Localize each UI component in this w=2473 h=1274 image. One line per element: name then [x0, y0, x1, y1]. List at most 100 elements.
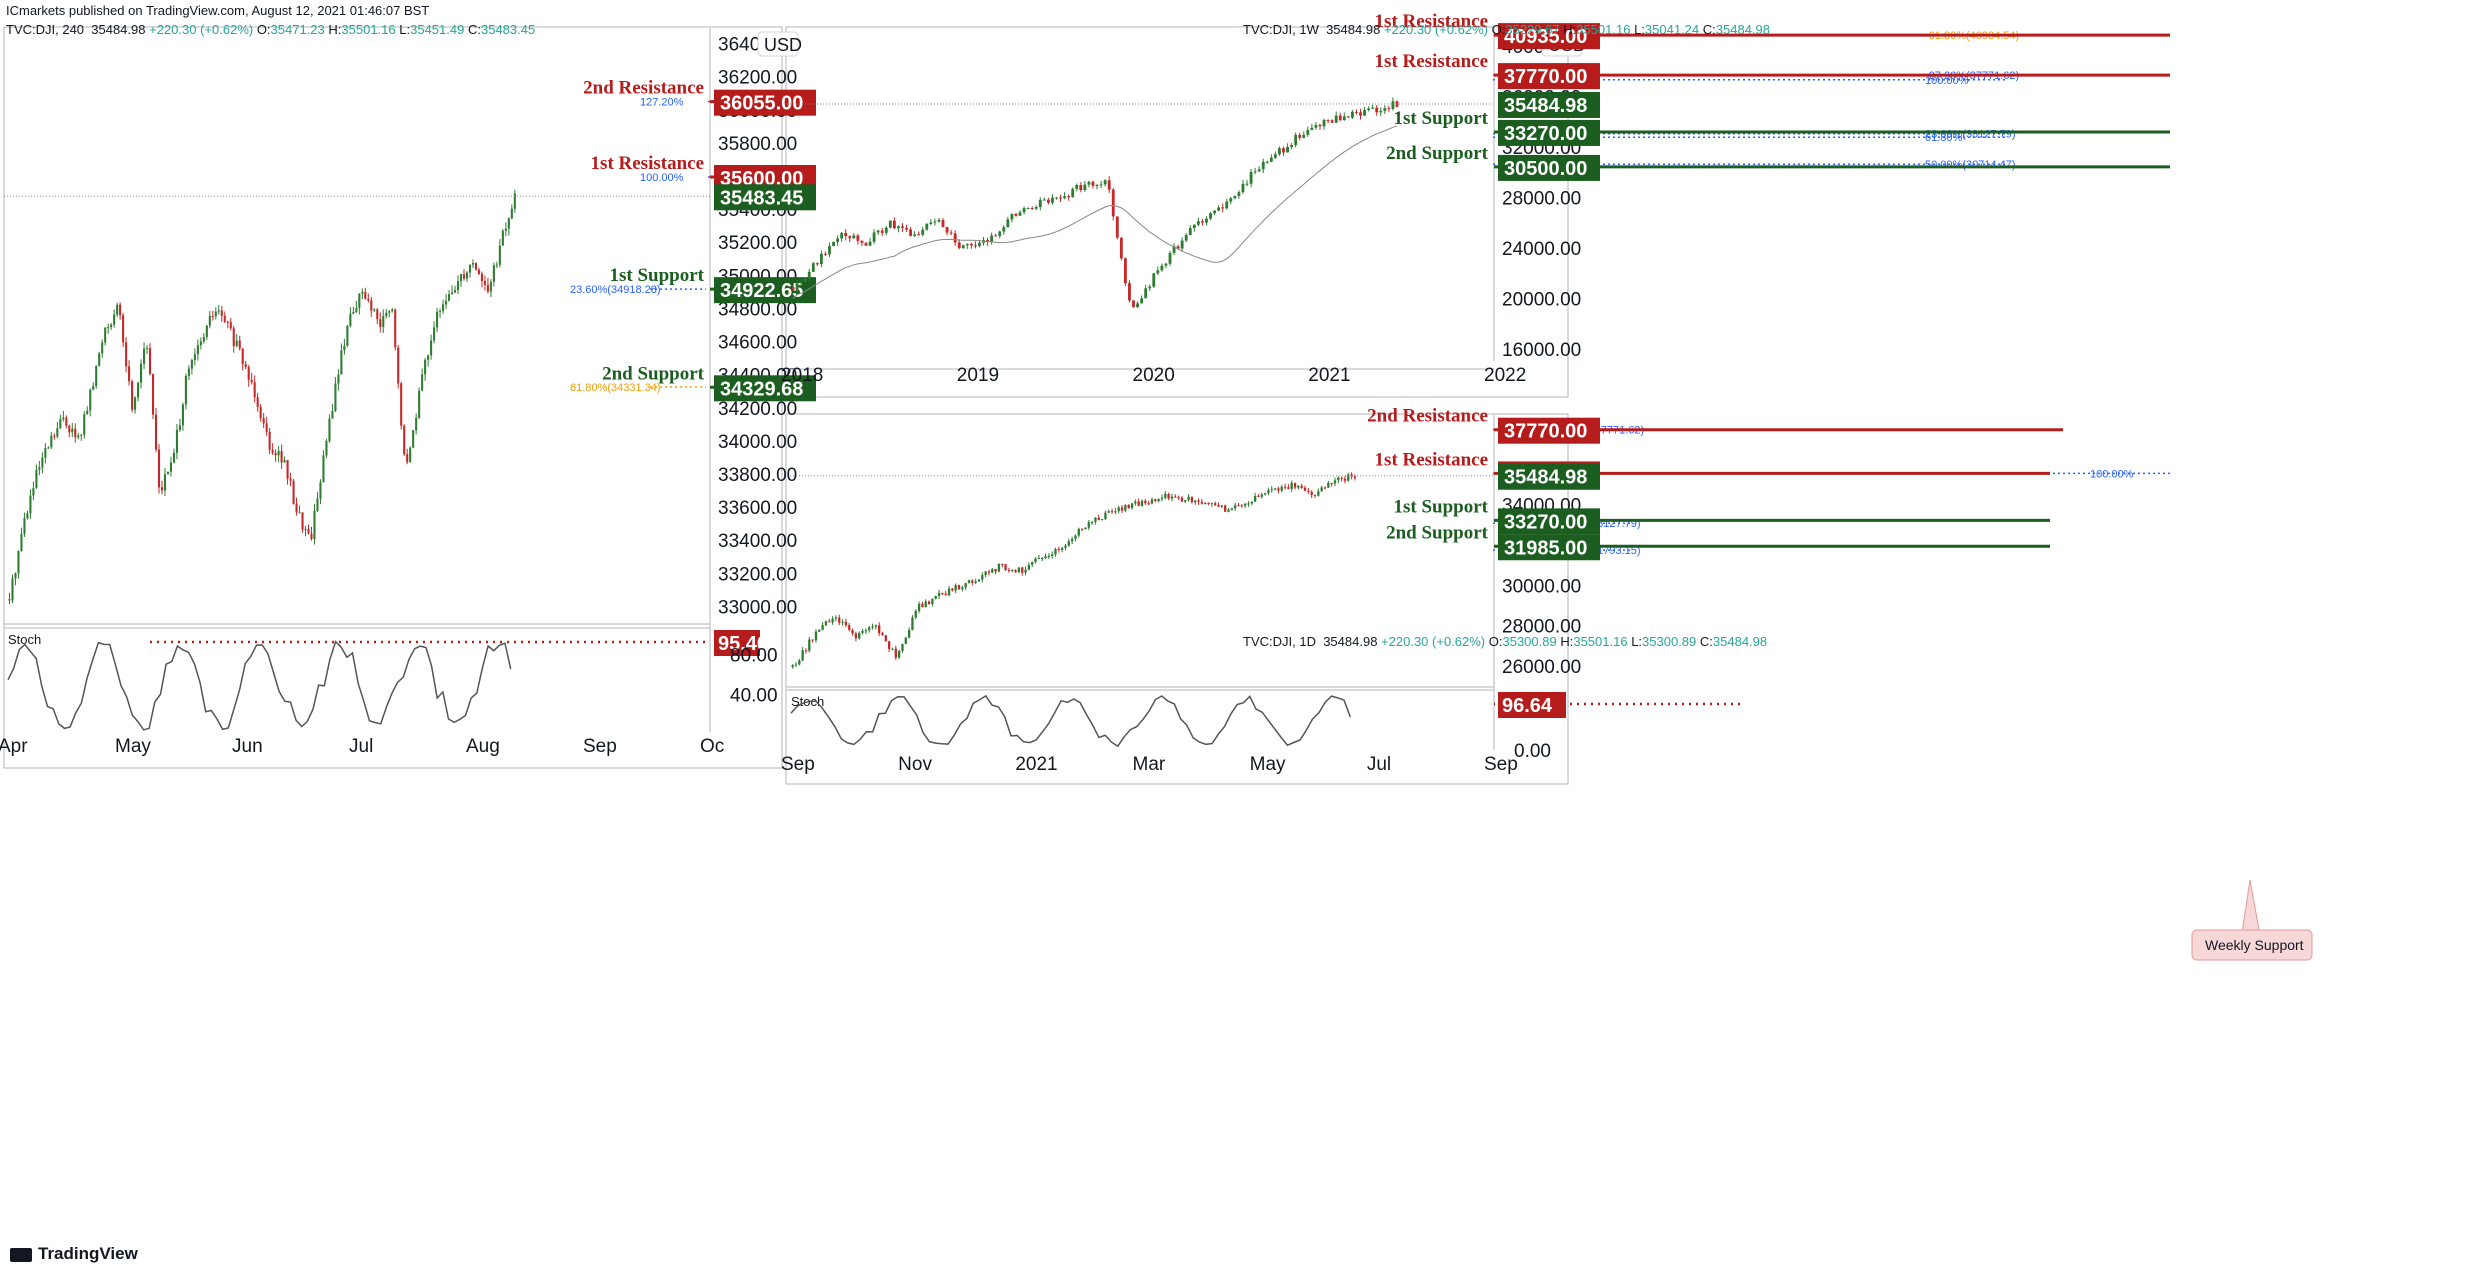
time-tick-label: 2021: [1308, 365, 1350, 386]
candle: [1042, 199, 1046, 201]
candle: [247, 366, 250, 380]
candle: [841, 621, 844, 623]
candle: [832, 241, 835, 247]
candle: [808, 639, 811, 651]
candle: [1230, 508, 1233, 510]
candle: [1201, 221, 1204, 223]
candle: [349, 313, 352, 326]
candle: [107, 327, 110, 329]
time-tick-label: Nov: [898, 754, 932, 775]
candle: [872, 232, 876, 242]
candle: [1114, 511, 1117, 513]
time-tick-label: Aug: [466, 736, 500, 757]
candle: [190, 360, 193, 369]
time-tick-label: Jun: [232, 736, 263, 757]
candle: [954, 585, 957, 591]
price-tick-label: 35200.00: [718, 233, 797, 254]
candle: [1359, 112, 1362, 116]
candle: [1187, 496, 1190, 501]
candle: [1021, 567, 1024, 573]
price-tick-label: 24000.00: [1502, 239, 1581, 260]
candle: [819, 253, 823, 265]
candle: [208, 315, 211, 326]
candle: [901, 226, 904, 228]
candle: [379, 319, 382, 327]
candle: [1103, 180, 1107, 185]
tradingview-icon: [10, 1247, 32, 1262]
candle: [925, 224, 929, 230]
candle: [498, 245, 501, 265]
candle: [1051, 554, 1054, 556]
last-price-label: 35484.98: [1504, 95, 1587, 117]
candle: [1014, 570, 1017, 573]
level-price-tag: [1498, 417, 1600, 444]
candle: [313, 510, 316, 539]
price-tick-label: 33000.00: [718, 597, 797, 618]
candle: [292, 480, 295, 504]
time-tick-label: May: [1250, 754, 1286, 775]
candle: [1168, 252, 1172, 264]
candle: [358, 293, 361, 309]
candle: [1184, 235, 1188, 241]
candle: [1267, 490, 1270, 494]
level-price-label: 30500.00: [1504, 158, 1587, 180]
candle: [1253, 171, 1257, 173]
candle: [1253, 496, 1257, 502]
candle: [253, 382, 256, 398]
candle: [1091, 181, 1095, 186]
candle: [1107, 511, 1110, 513]
candle: [1375, 107, 1379, 113]
candle: [1128, 283, 1131, 301]
candle: [1087, 181, 1091, 185]
candle: [1240, 505, 1243, 507]
level-name: 1st Resistance: [1375, 51, 1488, 72]
candle: [815, 263, 819, 265]
panel-d1-frame: [785, 413, 1569, 785]
candle: [1213, 210, 1217, 214]
candle: [35, 469, 38, 488]
candle: [328, 418, 331, 441]
candle: [1243, 503, 1247, 506]
candle: [71, 428, 74, 433]
candle: [98, 353, 101, 366]
candle: [1350, 111, 1354, 118]
fib-label: 61.80%(34331.34): [570, 382, 661, 394]
candle: [1214, 503, 1217, 506]
candle: [1188, 228, 1192, 236]
candle: [997, 563, 1001, 572]
candle: [1067, 196, 1071, 198]
candle: [355, 308, 358, 313]
level-name: 1st Resistance: [591, 153, 704, 174]
candle: [92, 386, 95, 390]
time-tick-label: 2021: [1015, 754, 1057, 775]
level-price-tag: [1498, 154, 1600, 181]
candle: [1119, 237, 1123, 259]
candle: [89, 389, 92, 411]
candle: [510, 208, 513, 219]
candle: [172, 452, 175, 463]
candle: [391, 309, 394, 312]
candle: [265, 423, 268, 432]
candle: [1154, 499, 1157, 501]
candle: [1030, 208, 1034, 210]
candle: [931, 598, 934, 605]
candle: [193, 354, 196, 361]
candle: [125, 342, 128, 367]
candle: [468, 264, 472, 273]
candle: [909, 229, 912, 236]
candle: [137, 382, 140, 398]
candle: [921, 603, 924, 608]
candle: [163, 474, 167, 491]
candle: [160, 487, 164, 491]
time-tick-label: Sep: [583, 736, 617, 757]
candle: [1160, 497, 1164, 500]
candle: [1083, 184, 1087, 191]
candle: [1079, 185, 1083, 191]
candle: [1074, 535, 1077, 539]
candle: [974, 581, 977, 583]
candle: [1180, 497, 1184, 502]
candle: [280, 450, 283, 463]
candle: [477, 269, 480, 274]
candle: [864, 630, 868, 632]
callout-text: Weekly Support: [2205, 937, 2304, 953]
